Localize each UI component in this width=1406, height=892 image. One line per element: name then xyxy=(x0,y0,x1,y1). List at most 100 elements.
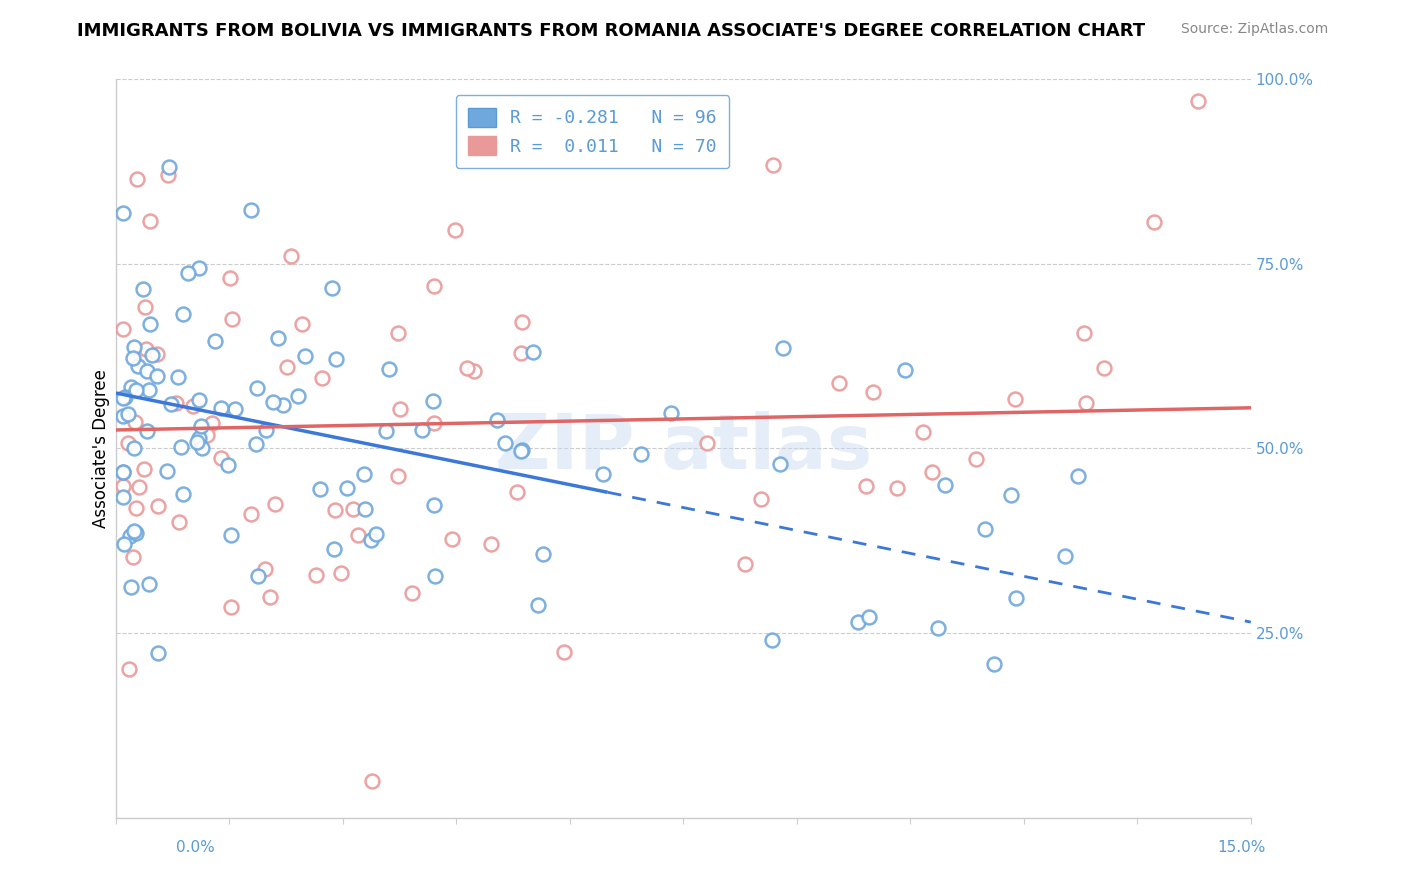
Point xyxy=(157,160,180,174)
Point xyxy=(886,481,908,495)
Point xyxy=(322,542,344,557)
Point xyxy=(112,465,135,479)
Y-axis label: Associate's Degree: Associate's Degree xyxy=(93,369,110,528)
Point xyxy=(444,223,467,237)
Point xyxy=(510,442,533,457)
Point xyxy=(254,424,277,438)
Point xyxy=(136,424,159,438)
Point xyxy=(1073,326,1095,340)
Point xyxy=(118,662,141,676)
Point xyxy=(120,580,142,594)
Point xyxy=(253,562,276,576)
Point xyxy=(221,528,243,542)
Point xyxy=(117,407,139,421)
Point xyxy=(423,568,446,582)
Point xyxy=(112,490,135,504)
Point xyxy=(172,487,194,501)
Point xyxy=(342,502,364,516)
Point xyxy=(354,501,377,516)
Point xyxy=(204,334,226,348)
Point xyxy=(132,282,155,296)
Point xyxy=(240,202,263,217)
Point xyxy=(422,279,444,293)
Point xyxy=(146,499,169,513)
Point xyxy=(1053,549,1076,564)
Point xyxy=(127,359,149,373)
Point xyxy=(1143,215,1166,229)
Point xyxy=(122,441,145,455)
Point xyxy=(387,326,409,340)
Point xyxy=(463,363,485,377)
Point xyxy=(246,381,269,395)
Point xyxy=(1074,396,1097,410)
Point xyxy=(330,566,353,580)
Point xyxy=(378,362,401,376)
Point xyxy=(125,500,148,515)
Point xyxy=(245,436,267,450)
Point xyxy=(388,401,411,416)
Point xyxy=(506,484,529,499)
Point xyxy=(911,425,934,439)
Point xyxy=(156,169,179,183)
Point xyxy=(259,590,281,604)
Text: 0.0%: 0.0% xyxy=(176,840,215,855)
Point xyxy=(124,341,146,355)
Point xyxy=(112,537,135,551)
Point xyxy=(965,451,987,466)
Point xyxy=(630,446,652,460)
Point xyxy=(321,281,343,295)
Point xyxy=(170,440,193,454)
Point xyxy=(146,369,169,384)
Point xyxy=(217,458,239,473)
Point xyxy=(146,347,169,361)
Point xyxy=(167,369,190,384)
Point xyxy=(749,492,772,507)
Point xyxy=(934,478,956,492)
Point xyxy=(183,400,205,414)
Point xyxy=(118,529,141,543)
Point xyxy=(112,322,135,336)
Point xyxy=(186,435,208,450)
Point xyxy=(190,418,212,433)
Point xyxy=(201,416,224,430)
Point xyxy=(128,480,150,494)
Point xyxy=(485,413,508,427)
Point xyxy=(160,397,183,411)
Point xyxy=(209,450,232,465)
Text: ZIP atlas: ZIP atlas xyxy=(495,411,872,485)
Point xyxy=(494,436,516,450)
Text: Source: ZipAtlas.com: Source: ZipAtlas.com xyxy=(1181,22,1329,37)
Point xyxy=(510,443,533,458)
Point xyxy=(246,569,269,583)
Point xyxy=(479,537,502,551)
Point xyxy=(112,409,135,423)
Point xyxy=(125,384,148,398)
Point xyxy=(846,615,869,629)
Point xyxy=(769,457,792,471)
Point xyxy=(440,533,463,547)
Point xyxy=(219,600,242,615)
Point xyxy=(112,479,135,493)
Point xyxy=(1004,392,1026,406)
Point xyxy=(305,568,328,582)
Point xyxy=(1000,488,1022,502)
Point xyxy=(423,499,446,513)
Point xyxy=(135,342,157,356)
Point xyxy=(138,213,160,227)
Point xyxy=(696,436,718,450)
Point xyxy=(165,396,187,410)
Point xyxy=(531,548,554,562)
Point xyxy=(309,482,332,496)
Point xyxy=(167,516,190,530)
Point xyxy=(224,401,246,416)
Point xyxy=(191,441,214,455)
Point xyxy=(112,206,135,220)
Point xyxy=(219,271,242,285)
Point xyxy=(172,307,194,321)
Point xyxy=(1092,361,1115,376)
Point xyxy=(239,507,262,521)
Point xyxy=(858,610,880,624)
Point xyxy=(553,645,575,659)
Point xyxy=(921,466,943,480)
Point xyxy=(1187,94,1209,108)
